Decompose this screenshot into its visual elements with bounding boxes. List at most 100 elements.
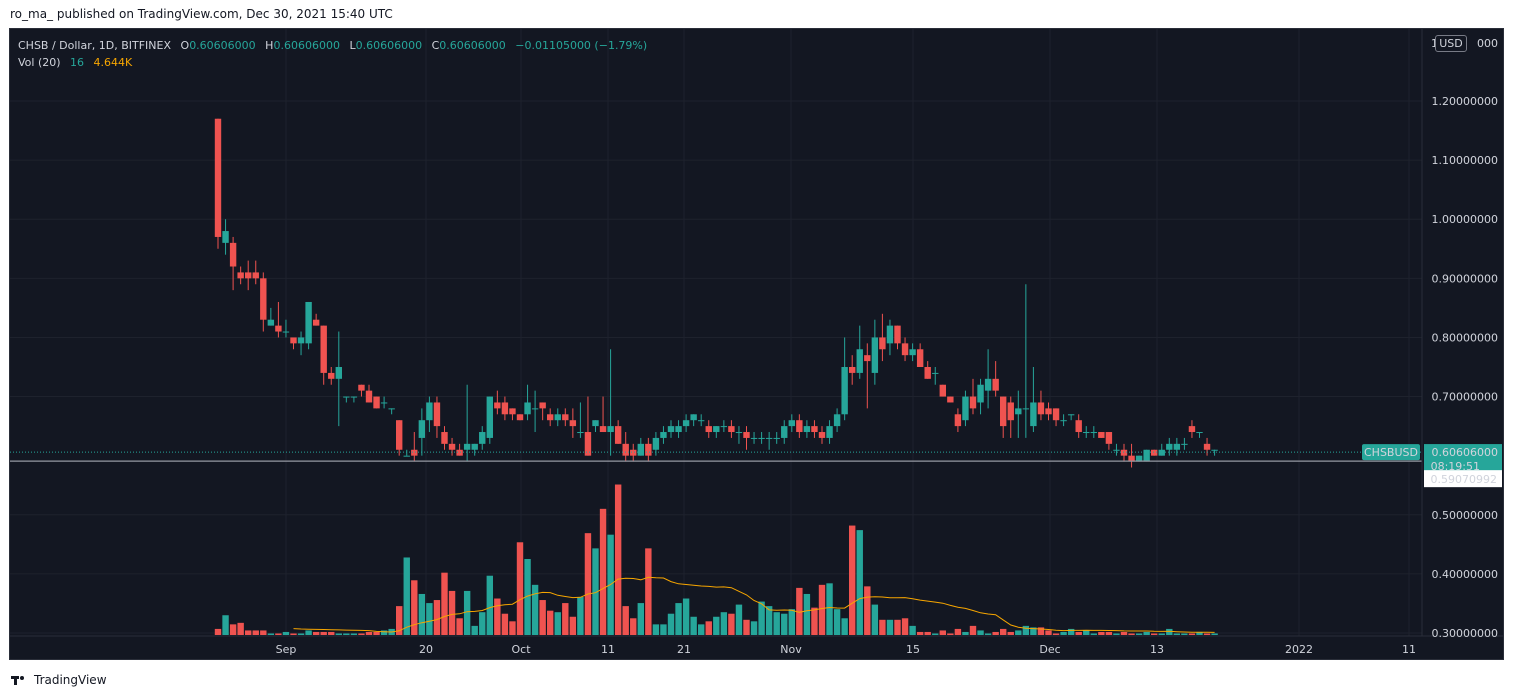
candle-body <box>456 449 463 456</box>
volume-bar <box>954 628 962 635</box>
candle-body <box>1166 443 1173 450</box>
volume-bar <box>781 613 788 635</box>
candle-body <box>705 426 712 433</box>
candle-body <box>539 402 546 409</box>
candle-body <box>698 420 705 422</box>
volume-bar <box>1151 633 1158 635</box>
high-label: H <box>265 39 274 52</box>
volume-bar <box>735 604 743 635</box>
volume-bar <box>811 607 818 635</box>
price-tick-label: 1.20000000 <box>1432 95 1498 108</box>
candle-body <box>886 325 894 344</box>
volume-bar <box>1128 633 1135 635</box>
volume-bar <box>818 584 826 635</box>
volume-bar <box>856 530 863 635</box>
volume-bar <box>1203 633 1211 635</box>
candle-body <box>750 437 758 439</box>
candle-body <box>1037 402 1045 415</box>
candle-body <box>969 396 977 409</box>
volume-bar <box>1135 633 1143 635</box>
volume-bar <box>924 631 931 635</box>
volume-bar <box>1143 631 1150 635</box>
chart-legend: CHSB / Dollar, 1D, BITFINEX O0.60606000 … <box>18 37 647 71</box>
volume-bar <box>652 624 660 635</box>
volume-bar <box>1075 631 1082 635</box>
volume-bar <box>622 606 629 635</box>
volume-label[interactable]: Vol (20) <box>18 56 61 69</box>
candle-body <box>984 378 992 391</box>
volume-bar <box>471 625 478 635</box>
tradingview-logo-icon <box>11 674 29 686</box>
chart-canvas[interactable]: 1.20000000 1.10000000 1.00000000 0.90000000… <box>10 29 1504 660</box>
volume-bar <box>547 610 554 635</box>
candle-body <box>486 396 493 438</box>
close-label: C <box>431 39 440 52</box>
candle-body <box>584 432 592 456</box>
volume-bar <box>743 619 750 635</box>
volume-bar <box>916 631 924 635</box>
volume-bar <box>690 616 697 635</box>
candle-body <box>1181 443 1188 445</box>
candle-body <box>418 420 426 438</box>
volume-bar <box>1211 633 1218 635</box>
candle-body <box>426 402 433 421</box>
candle-body <box>977 384 984 403</box>
candle-body <box>1158 449 1165 456</box>
ohlc-legend-row: CHSB / Dollar, 1D, BITFINEX O0.60606000 … <box>18 37 647 54</box>
volume-bar <box>1030 627 1037 635</box>
volume-bar <box>1090 633 1097 635</box>
chart-frame[interactable]: CHSB / Dollar, 1D, BITFINEX O0.60606000 … <box>9 28 1504 660</box>
volume-bar <box>214 628 222 635</box>
volume-bar <box>750 621 758 635</box>
volume-bar <box>426 603 433 635</box>
candle-body <box>916 349 924 367</box>
candle-body <box>245 272 252 279</box>
candle-body <box>690 414 697 421</box>
symbol-tag-label: CHSBUSD <box>1364 446 1418 459</box>
candle-body <box>1022 408 1030 410</box>
volume-bar <box>599 508 607 635</box>
volume-bar <box>1173 633 1181 635</box>
candle-body <box>471 443 478 450</box>
time-tick-label: Dec <box>1039 643 1060 656</box>
candle-body <box>350 396 358 398</box>
candle-body <box>856 349 863 373</box>
volume-bar <box>516 542 524 635</box>
candle-body <box>818 432 826 438</box>
volume-bar <box>788 609 795 635</box>
volume-bar <box>901 618 909 635</box>
candle-body <box>214 118 222 237</box>
candle-body <box>569 420 577 427</box>
volume-bar <box>486 575 493 635</box>
candle-body <box>947 396 954 403</box>
volume-bar <box>267 633 275 635</box>
candle-body <box>713 426 720 433</box>
candle-body <box>267 319 275 326</box>
currency-badge[interactable]: USD <box>1435 35 1467 52</box>
volume-bar <box>380 630 388 635</box>
volume-bar <box>886 619 894 635</box>
volume-bar <box>758 601 765 635</box>
candle-body <box>879 337 886 350</box>
candle-body <box>531 408 539 410</box>
candle-body <box>992 378 999 391</box>
volume-bar <box>660 624 667 635</box>
volume-ma-line <box>293 576 1215 633</box>
symbol-title[interactable]: CHSB / Dollar, 1D, BITFINEX <box>18 39 172 52</box>
candle-body <box>962 396 969 421</box>
volume-bar <box>411 580 418 635</box>
volume-bar <box>894 619 901 635</box>
candle-body <box>433 402 441 427</box>
candle-body <box>441 432 448 444</box>
volume-bar <box>1113 633 1120 635</box>
footer-brand[interactable]: TradingView <box>11 673 107 687</box>
change-value: −0.01105000 (−1.79%) <box>515 39 648 52</box>
volume-bar <box>682 598 690 635</box>
time-tick-label: 11 <box>1402 643 1416 656</box>
candle-body <box>833 414 841 427</box>
volume-bar <box>826 583 833 635</box>
candle-body <box>297 337 305 344</box>
volume-bar <box>1045 630 1052 635</box>
volume-bar <box>396 606 403 635</box>
candle-body <box>494 402 501 409</box>
